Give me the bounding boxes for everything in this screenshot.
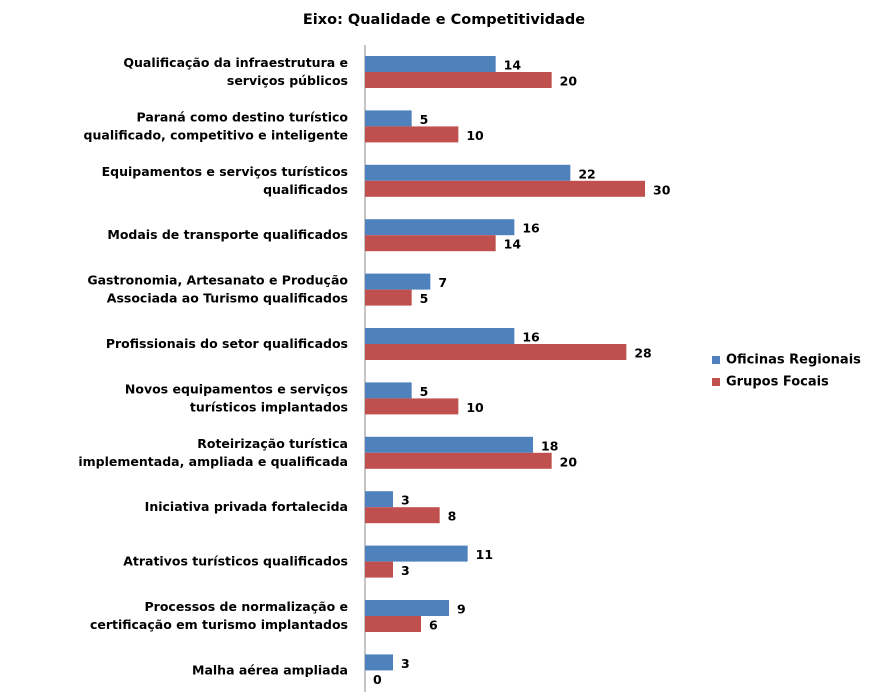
value-label: 18: [541, 438, 558, 453]
category-label: Paraná como destino turístico qualificado…: [84, 109, 349, 142]
bar: [365, 72, 552, 88]
value-label: 9: [457, 602, 466, 617]
value-label: 6: [429, 618, 438, 633]
bar: [365, 436, 533, 453]
bar: [365, 654, 393, 671]
legend-label: Oficinas Regionais: [726, 353, 861, 368]
bar: [365, 600, 449, 616]
legend-swatch: [712, 378, 720, 386]
value-label: 20: [560, 454, 578, 469]
value-label: 16: [522, 330, 540, 345]
legend-swatch: [712, 356, 720, 364]
category-label: Processos de normalização e certificação …: [90, 599, 348, 632]
value-label: 14: [504, 237, 522, 252]
category-label: Novos equipamentos e serviços turísticos …: [125, 381, 348, 414]
value-label: 10: [466, 400, 484, 415]
value-label: 8: [448, 509, 457, 524]
value-label: 16: [522, 221, 540, 236]
value-label: 11: [476, 547, 493, 562]
bar: [365, 561, 393, 578]
bar: [365, 452, 552, 469]
bar: [365, 382, 412, 399]
bar: [365, 328, 515, 344]
category-label: Modais de transporte qualificados: [107, 227, 348, 242]
value-label: 5: [420, 112, 429, 127]
category-label: Equipamentos e serviços turísticos qualif…: [102, 163, 348, 196]
bar: [365, 273, 431, 290]
value-label: 3: [401, 563, 410, 578]
category-label: Iniciativa privada fortalecida: [145, 499, 348, 514]
bar: [365, 180, 645, 197]
bar: [365, 616, 421, 632]
bar: [365, 289, 412, 306]
value-label: 28: [634, 346, 651, 361]
bar: [365, 398, 459, 415]
category-label: Gastronomia, Artesanato e Produção Associ…: [87, 272, 348, 305]
value-label: 3: [401, 656, 410, 671]
value-label: 30: [653, 182, 671, 197]
value-label: 5: [420, 384, 429, 399]
category-label: Profissionais do setor qualificados: [106, 336, 348, 351]
category-label: Roteirização turística implementada, ampl…: [78, 435, 348, 468]
value-label: 20: [560, 74, 578, 89]
bar: [365, 56, 496, 72]
category-label: Qualificação da infraestrutura e serviços…: [123, 55, 348, 88]
category-label: Malha aérea ampliada: [192, 662, 348, 677]
value-label: 14: [504, 58, 522, 73]
value-label: 22: [578, 166, 595, 181]
value-label: 5: [420, 291, 429, 306]
bar: [365, 545, 468, 562]
value-label: 10: [466, 128, 484, 143]
value-label: 0: [373, 672, 382, 687]
bar: [365, 126, 459, 143]
value-label: 3: [401, 493, 410, 508]
bar: [365, 164, 571, 181]
bar: [365, 344, 627, 360]
bar: [365, 507, 440, 524]
value-label: 7: [438, 275, 447, 290]
bar: [365, 110, 412, 127]
bar: [365, 219, 515, 236]
bar: [365, 235, 496, 252]
bar: [365, 491, 393, 508]
chart-title: Eixo: Qualidade e Competitividade: [303, 12, 585, 28]
legend-label: Grupos Focais: [726, 375, 829, 390]
category-label: Atrativos turísticos qualificados: [123, 553, 348, 568]
